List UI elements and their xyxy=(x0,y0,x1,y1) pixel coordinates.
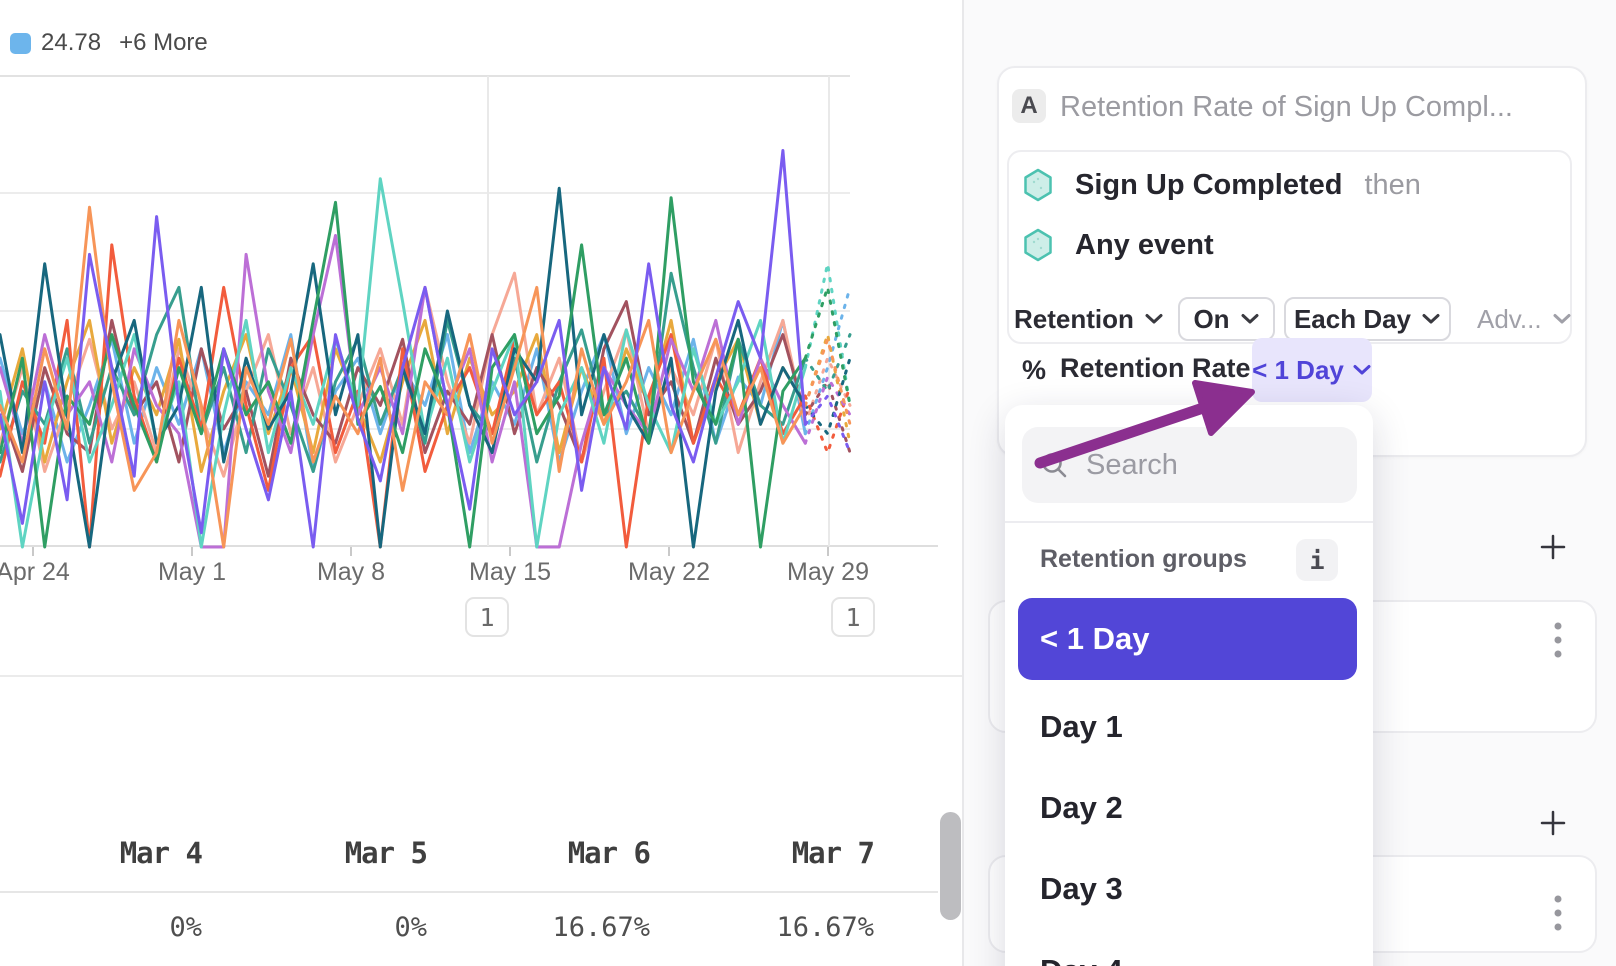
event-series-badge: A xyxy=(1012,89,1046,123)
chevron-down-icon xyxy=(1241,314,1259,324)
chart-series-line xyxy=(803,375,852,445)
legend-label: 24.78 xyxy=(41,29,102,56)
table-cell-value: 16.67% xyxy=(552,912,650,943)
table-cell-value: 0% xyxy=(394,912,427,943)
x-axis-label: Apr 24 xyxy=(0,558,70,586)
plus-icon xyxy=(1540,810,1566,836)
plus-icon xyxy=(1540,534,1566,560)
event-name: Sign Up Completed xyxy=(1075,168,1343,201)
card-menu-button[interactable] xyxy=(1543,891,1573,935)
dropdown-item-day-1[interactable]: Day 1 xyxy=(1040,709,1123,744)
vertical-scrollbar[interactable] xyxy=(940,812,961,920)
table-divider xyxy=(0,891,938,893)
chevron-down-icon xyxy=(1145,314,1163,324)
chevron-down-icon xyxy=(1553,314,1571,324)
panel-divider xyxy=(962,0,964,966)
table-column-header: Mar 5 xyxy=(344,836,428,870)
chart-series-line xyxy=(0,318,807,473)
chart-series-line xyxy=(803,337,852,426)
x-axis-label: May 8 xyxy=(316,558,386,586)
metric-percent-symbol: % xyxy=(1022,355,1047,385)
metric-dropdown[interactable]: Retention Rate xyxy=(1060,353,1287,384)
chart-series-line xyxy=(0,196,807,549)
control-dropdown-on[interactable]: On xyxy=(1178,297,1275,341)
chart-series-line xyxy=(0,205,807,549)
kebab-icon xyxy=(1554,895,1562,931)
annotation-count-badge[interactable]: 1 xyxy=(831,597,875,637)
section-divider xyxy=(0,675,962,677)
table-column-header: Mar 6 xyxy=(567,836,651,870)
popup-divider xyxy=(1005,521,1373,523)
dropdown-item--1-day[interactable]: < 1 Day xyxy=(1018,598,1357,680)
event-name: Any event xyxy=(1075,228,1214,261)
chart-legend: 24.78 +6 More xyxy=(10,29,208,57)
popup-search-box[interactable] xyxy=(1022,427,1357,503)
control-label: Adv... xyxy=(1477,303,1542,334)
event-row-any-event[interactable]: Any event xyxy=(1023,228,1214,262)
table-cell-value: 16.67% xyxy=(776,912,874,943)
event-row-signup[interactable]: Sign Up Completed then xyxy=(1023,168,1421,202)
control-dropdown-adv-[interactable]: Adv... xyxy=(1477,297,1572,341)
dropdown-item-day-4[interactable]: Day 4 xyxy=(1040,953,1123,966)
control-label: Retention xyxy=(1014,303,1134,334)
chart-series-line xyxy=(803,380,852,455)
x-axis-label: May 29 xyxy=(787,558,869,586)
x-axis-label: May 22 xyxy=(628,558,710,586)
legend-swatch xyxy=(10,32,31,54)
retention-groups-label: Retention groups xyxy=(1040,545,1247,573)
chart-series-line xyxy=(0,149,807,549)
event-steps-card xyxy=(1007,150,1572,344)
chart-series-line xyxy=(0,243,807,549)
dropdown-item-day-2[interactable]: Day 2 xyxy=(1040,790,1123,825)
chevron-down-icon xyxy=(1422,314,1440,324)
chart-series-line xyxy=(0,234,807,549)
x-axis-label: May 1 xyxy=(157,558,227,586)
dropdown-item-day-3[interactable]: Day 3 xyxy=(1040,871,1123,906)
chart-series-line xyxy=(803,394,852,455)
info-icon[interactable]: i xyxy=(1296,539,1338,581)
legend-item-series[interactable]: 24.78 xyxy=(10,29,101,57)
table-column-header: Mar 7 xyxy=(791,836,875,870)
legend-more-label[interactable]: +6 More xyxy=(119,29,208,56)
table-cell-value: 0% xyxy=(169,912,202,943)
control-dropdown-each-day[interactable]: Each Day xyxy=(1284,297,1451,341)
retention-group-dropdown[interactable]: < 1 Day xyxy=(1252,338,1372,402)
chart-series-line xyxy=(803,285,852,407)
search-input[interactable] xyxy=(1084,447,1328,483)
metric-label: Retention Rate xyxy=(1060,353,1251,383)
add-event-button[interactable] xyxy=(1531,801,1575,845)
control-dropdown-retention[interactable]: Retention xyxy=(1014,297,1164,341)
event-hexagon-icon xyxy=(1024,228,1052,262)
x-axis-label: May 15 xyxy=(469,558,551,586)
search-icon xyxy=(1042,453,1067,478)
retention-group-value: < 1 Day xyxy=(1252,354,1344,385)
control-label: Each Day xyxy=(1293,303,1412,334)
control-label: On xyxy=(1193,303,1230,334)
event-hexagon-icon xyxy=(1024,168,1052,202)
card-title[interactable]: Retention Rate of Sign Up Compl... xyxy=(1060,91,1513,123)
kebab-icon xyxy=(1554,622,1562,658)
chart-series-line xyxy=(803,285,852,436)
chart-series-line xyxy=(803,262,852,407)
event-suffix: then xyxy=(1364,168,1421,201)
chevron-down-icon xyxy=(1353,365,1371,375)
retention-line-chart xyxy=(0,75,938,556)
annotation-count-badge[interactable]: 1 xyxy=(465,597,509,637)
card-menu-button[interactable] xyxy=(1543,618,1573,662)
table-column-header: Mar 4 xyxy=(119,836,203,870)
add-event-button[interactable] xyxy=(1531,525,1575,569)
